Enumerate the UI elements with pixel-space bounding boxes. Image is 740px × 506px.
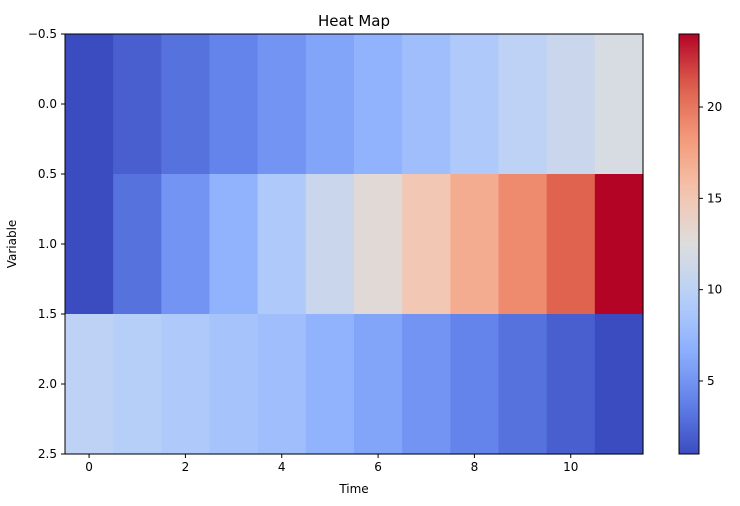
y-tick-label: 1.0	[38, 237, 57, 251]
x-tick-label: 4	[278, 460, 286, 474]
heatmap-cell	[65, 34, 114, 175]
heatmap-cell	[305, 174, 355, 315]
heatmap-cell	[113, 174, 162, 315]
heatmap-cell	[354, 174, 403, 315]
y-tick-label: −0.5	[28, 27, 57, 41]
heatmap-cell	[65, 314, 114, 455]
heatmap-cell	[65, 174, 114, 315]
y-tick-label: 2.0	[38, 377, 57, 391]
heatmap-cell	[594, 34, 644, 175]
heatmap-cell	[305, 34, 355, 175]
x-tick-label: 2	[182, 460, 190, 474]
heatmap-cell	[161, 34, 211, 175]
heatmap-cell	[402, 314, 451, 455]
y-tick-label: 0.5	[38, 167, 57, 181]
heatmap-cell	[354, 314, 403, 455]
heatmap-cell	[498, 174, 548, 315]
heatmap-cell	[354, 34, 403, 175]
heatmap-cell	[113, 34, 162, 175]
colorbar-ticks: 5 10 15 20	[699, 100, 722, 388]
colorbar	[678, 33, 700, 455]
heatmap-cell	[305, 314, 355, 455]
x-axis-label: Time	[338, 482, 368, 496]
heatmap-cell	[546, 174, 596, 315]
y-tick-label: 0.0	[38, 97, 57, 111]
heatmap-cell	[257, 34, 307, 175]
heatmap-cell	[113, 314, 162, 455]
x-tick-label: 6	[374, 460, 382, 474]
heatmap-cell	[594, 174, 644, 315]
heatmap-cell	[498, 314, 548, 455]
heatmap-cell	[450, 314, 500, 455]
colorbar-tick-label: 20	[707, 100, 722, 114]
heatmap-cell	[450, 174, 500, 315]
heatmap-cells	[65, 34, 644, 455]
heatmap-cell	[594, 314, 644, 455]
heatmap-cell	[161, 314, 211, 455]
heatmap-cell	[450, 34, 500, 175]
colorbar-tick-label: 5	[707, 374, 715, 388]
heatmap-cell	[257, 174, 307, 315]
heatmap-cell	[209, 174, 259, 315]
x-axis-ticks: 0 2 4 6 8 10	[85, 454, 578, 474]
y-tick-label: 2.5	[38, 447, 57, 461]
heatmap-cell	[498, 34, 548, 175]
y-axis-ticks: −0.5 0.0 0.5 1.0 1.5 2.0 2.5	[28, 27, 65, 461]
heatmap-cell	[546, 314, 596, 455]
colorbar-tick-label: 15	[707, 191, 722, 205]
x-tick-label: 8	[471, 460, 479, 474]
heatmap-cell	[546, 34, 596, 175]
heatmap-cell	[257, 314, 307, 455]
heatmap-cell	[209, 34, 259, 175]
heatmap-cell	[161, 174, 211, 315]
heatmap-cell	[402, 34, 451, 175]
heatmap-cell	[209, 314, 259, 455]
x-tick-label: 10	[563, 460, 578, 474]
y-axis-label: Variable	[5, 220, 19, 269]
y-tick-label: 1.5	[38, 307, 57, 321]
heatmap-cell	[402, 174, 451, 315]
chart-title: Heat Map	[318, 12, 390, 30]
x-tick-label: 0	[85, 460, 93, 474]
colorbar-tick-label: 10	[707, 283, 722, 297]
